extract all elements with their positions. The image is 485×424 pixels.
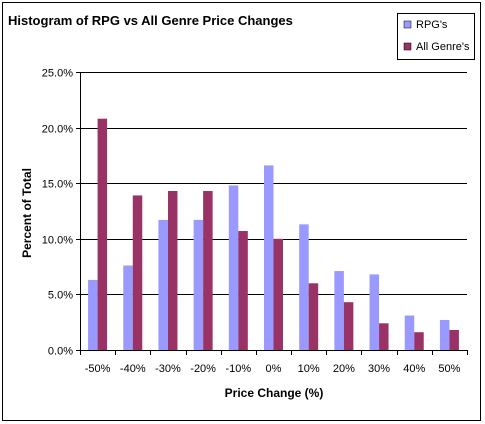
y-tick-label: 0.0% — [48, 346, 73, 358]
bar-all-genre — [97, 118, 108, 350]
legend-swatch-all-genre — [403, 42, 412, 51]
bar-rpg — [299, 224, 309, 350]
x-tick-label: 40% — [403, 363, 425, 375]
x-tick-label: 20% — [333, 363, 355, 375]
bar-rpg — [123, 265, 133, 350]
y-tick-label: 10.0% — [42, 235, 73, 247]
bar-all-genre — [414, 332, 424, 350]
x-tick-label: 50% — [438, 363, 460, 375]
x-tick-label: -50% — [85, 363, 111, 375]
legend-swatch-rpg — [403, 20, 412, 29]
y-tick-label: 20.0% — [42, 124, 73, 136]
bar-all-genre — [132, 195, 143, 350]
bar-rpg — [439, 319, 450, 350]
bar-rpg — [334, 271, 344, 350]
bar-all-genre — [203, 190, 213, 350]
bar-rpg — [404, 315, 415, 350]
y-tick-label: 5.0% — [48, 290, 73, 302]
bar-rpg — [193, 219, 204, 350]
x-tick-label: 0% — [266, 363, 282, 375]
x-tick-label: 10% — [298, 363, 320, 375]
y-axis-label: Percent of Total — [20, 168, 34, 258]
x-tick-label: 30% — [368, 363, 390, 375]
plot-area: 0.0% 5.0% 10.0% 15.0% 20.0% 25.0% -50% -40% -30%… — [42, 68, 468, 375]
x-tick-label: -10% — [225, 363, 251, 375]
legend: RPG's All Genre's — [397, 13, 475, 60]
bar-all-genre — [308, 283, 319, 350]
bar-all-genre — [343, 302, 354, 350]
bar-rpg — [369, 274, 380, 350]
bar-all-genre — [379, 323, 389, 350]
legend-label-rpg: RPG's — [416, 19, 448, 31]
bar-rpg — [264, 165, 274, 350]
bar-rpg — [158, 219, 168, 350]
x-tick-label: -40% — [120, 363, 146, 375]
y-tick-label: 25.0% — [42, 68, 73, 80]
y-tick-label: 15.0% — [42, 179, 73, 191]
bar-all-genre — [273, 238, 283, 350]
legend-label-all-genre: All Genre's — [416, 41, 470, 53]
bar-all-genre — [238, 231, 248, 350]
x-axis-label: Price Change (%) — [225, 386, 324, 400]
chart-title: Histogram of RPG vs All Genre Price Chan… — [8, 13, 293, 28]
x-tick-label: -20% — [190, 363, 216, 375]
x-tick-label: -30% — [155, 363, 181, 375]
bar-all-genre — [449, 329, 459, 350]
bar-all-genre — [167, 190, 178, 350]
bar-rpg — [88, 279, 98, 350]
bar-rpg — [228, 185, 239, 350]
